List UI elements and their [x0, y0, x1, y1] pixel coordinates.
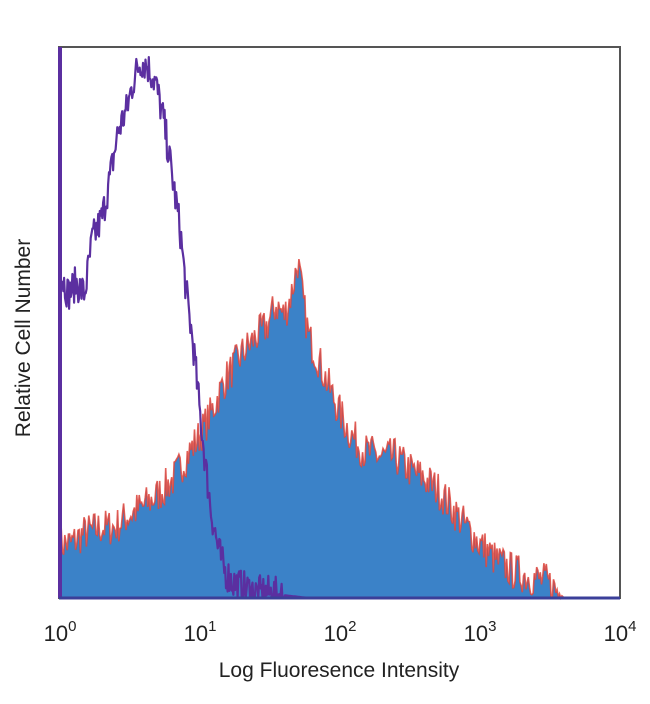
- x-tick-label: 100: [44, 618, 77, 646]
- series-layer: [59, 56, 565, 601]
- x-tick-label: 103: [464, 618, 497, 646]
- y-axis-label: Relative Cell Number: [12, 239, 35, 437]
- x-axis-label: Log Fluoresence Intensity: [219, 659, 460, 682]
- filled-histogram-area: [60, 259, 565, 598]
- x-tick-label: 101: [184, 618, 217, 646]
- x-tick-label: 104: [604, 618, 637, 646]
- x-tick-label: 102: [324, 618, 357, 646]
- filled-histogram-edge: [59, 258, 565, 601]
- control-histogram-line: [59, 56, 310, 600]
- tick-labels: 100 101 102 103 104: [44, 618, 637, 646]
